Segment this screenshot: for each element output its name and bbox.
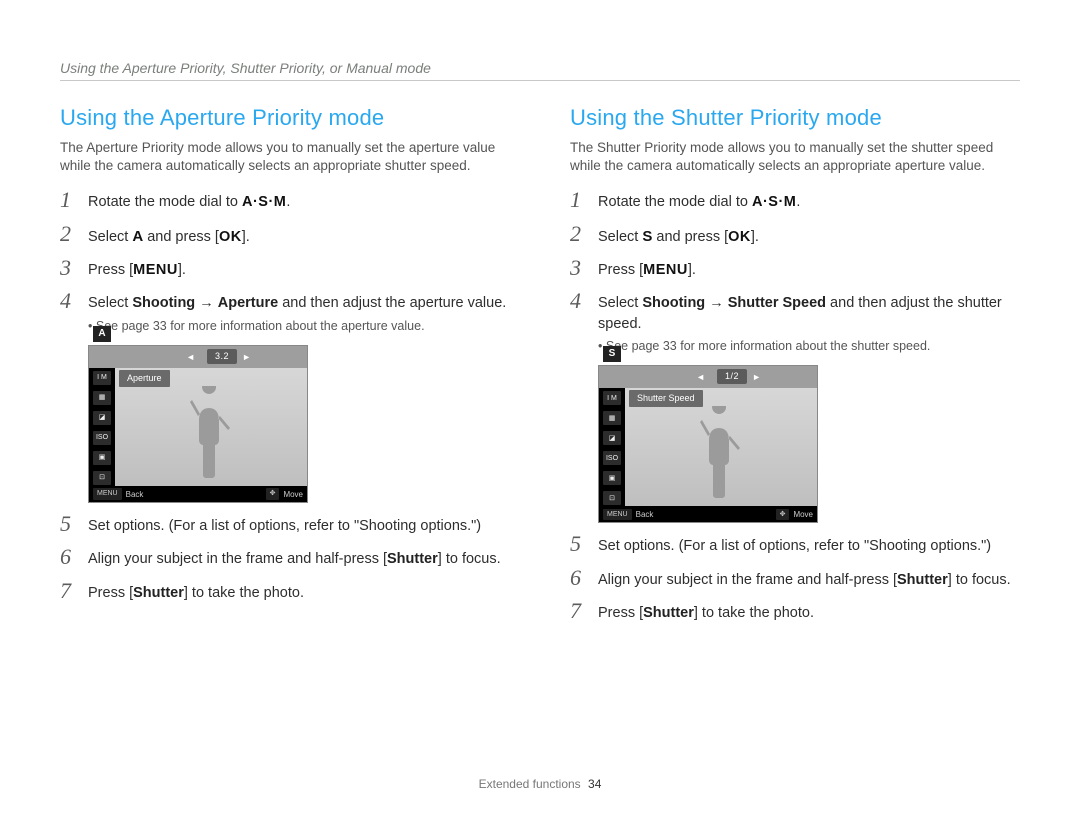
lcd-topbar: A ◄ 3.2 ► xyxy=(89,346,307,368)
step-text: Press [MENU]. xyxy=(88,257,510,280)
person-silhouette-icon xyxy=(694,406,744,506)
mode-a-icon: A xyxy=(132,226,143,247)
lcd-mock: A ◄ 3.2 ► I M▦◪ ISO▣⊡ Aperture xyxy=(88,345,308,503)
lcd-mock: S ◄ 1/2 ► I M▦◪ ISO▣⊡ Shutter Speed xyxy=(598,365,818,523)
lcd-bottombar: MENUBack ✥Move xyxy=(599,506,817,522)
step-text: Set options. (For a list of options, ref… xyxy=(88,513,510,536)
step-text: Select S and press [OK]. xyxy=(598,223,1020,247)
asm-icon: A·S·M xyxy=(752,192,796,212)
step-text: Select Shooting → Shutter Speed and then… xyxy=(598,290,1020,355)
step-text: Align your subject in the frame and half… xyxy=(598,567,1020,590)
step-number: 7 xyxy=(60,580,76,602)
page-footer: Extended functions 34 xyxy=(0,777,1080,791)
section-title: Using the Aperture Priority mode xyxy=(60,105,510,131)
section-intro: The Shutter Priority mode allows you to … xyxy=(570,139,1020,175)
breadcrumb: Using the Aperture Priority, Shutter Pri… xyxy=(60,60,1020,81)
footer-label: Extended functions xyxy=(479,777,581,791)
step-2: 2 Select A and press [OK]. xyxy=(60,223,510,247)
step-5: 5 Set options. (For a list of options, r… xyxy=(570,533,1020,556)
lcd-mode-icon: S xyxy=(603,346,621,362)
step-number: 1 xyxy=(60,189,76,211)
step-number: 6 xyxy=(570,567,586,589)
steps-list: 1 Rotate the mode dial to A·S·M. 2 Selec… xyxy=(60,189,510,603)
page-number: 34 xyxy=(588,777,601,791)
step-text: Set options. (For a list of options, ref… xyxy=(598,533,1020,556)
step-number: 3 xyxy=(570,257,586,279)
step-text: Rotate the mode dial to A·S·M. xyxy=(88,189,510,212)
step-4: 4 Select Shooting → Aperture and then ad… xyxy=(60,290,510,335)
menu-button-label: MENU xyxy=(643,262,688,278)
step-text: Select Shooting → Aperture and then adju… xyxy=(88,290,510,335)
menu-button-label: MENU xyxy=(133,262,178,278)
step-number: 6 xyxy=(60,546,76,568)
lcd-mode-icon: A xyxy=(93,326,111,342)
lcd-tag: Shutter Speed xyxy=(629,390,703,407)
step-7: 7 Press [Shutter] to take the photo. xyxy=(570,600,1020,623)
step-number: 5 xyxy=(570,533,586,555)
person-silhouette-icon xyxy=(184,386,234,486)
lcd-value: 3.2 xyxy=(207,349,237,364)
section-intro: The Aperture Priority mode allows you to… xyxy=(60,139,510,175)
lcd-preview-row: S ◄ 1/2 ► I M▦◪ ISO▣⊡ Shutter Speed xyxy=(570,365,1020,523)
step-7: 7 Press [Shutter] to take the photo. xyxy=(60,580,510,603)
lcd-main: I M▦◪ ISO▣⊡ Aperture xyxy=(89,368,307,486)
step-subnote: See page 33 for more information about t… xyxy=(598,338,1020,356)
step-number: 2 xyxy=(60,223,76,245)
step-number: 4 xyxy=(570,290,586,312)
lcd-value: 1/2 xyxy=(717,369,747,384)
step-subnote: See page 33 for more information about t… xyxy=(88,318,510,336)
lcd-main: I M▦◪ ISO▣⊡ Shutter Speed xyxy=(599,388,817,506)
steps-list: 1 Rotate the mode dial to A·S·M. 2 Selec… xyxy=(570,189,1020,623)
lcd-tag: Aperture xyxy=(119,370,170,387)
step-5: 5 Set options. (For a list of options, r… xyxy=(60,513,510,536)
step-6: 6 Align your subject in the frame and ha… xyxy=(570,567,1020,590)
step-6: 6 Align your subject in the frame and ha… xyxy=(60,546,510,569)
lcd-sidebar: I M▦◪ ISO▣⊡ xyxy=(89,368,115,486)
ok-button-label: OK xyxy=(219,229,242,245)
step-4: 4 Select Shooting → Shutter Speed and th… xyxy=(570,290,1020,355)
manual-page: Using the Aperture Priority, Shutter Pri… xyxy=(0,0,1080,633)
step-text: Press [MENU]. xyxy=(598,257,1020,280)
step-text: Press [Shutter] to take the photo. xyxy=(598,600,1020,623)
step-number: 5 xyxy=(60,513,76,535)
lcd-bottombar: MENUBack ✥Move xyxy=(89,486,307,502)
step-2: 2 Select S and press [OK]. xyxy=(570,223,1020,247)
step-number: 3 xyxy=(60,257,76,279)
lcd-topbar: S ◄ 1/2 ► xyxy=(599,366,817,388)
step-number: 4 xyxy=(60,290,76,312)
lcd-sidebar: I M▦◪ ISO▣⊡ xyxy=(599,388,625,506)
step-text: Select A and press [OK]. xyxy=(88,223,510,247)
step-text: Align your subject in the frame and half… xyxy=(88,546,510,569)
step-3: 3 Press [MENU]. xyxy=(570,257,1020,280)
step-3: 3 Press [MENU]. xyxy=(60,257,510,280)
step-1: 1 Rotate the mode dial to A·S·M. xyxy=(60,189,510,212)
step-text: Press [Shutter] to take the photo. xyxy=(88,580,510,603)
shutter-priority-section: Using the Shutter Priority mode The Shut… xyxy=(570,105,1020,633)
step-number: 7 xyxy=(570,600,586,622)
aperture-priority-section: Using the Aperture Priority mode The Ape… xyxy=(60,105,510,633)
asm-icon: A·S·M xyxy=(242,192,286,212)
step-text: Rotate the mode dial to A·S·M. xyxy=(598,189,1020,212)
mode-s-icon: S xyxy=(642,226,652,247)
step-number: 1 xyxy=(570,189,586,211)
ok-button-label: OK xyxy=(728,229,751,245)
two-column-layout: Using the Aperture Priority mode The Ape… xyxy=(60,105,1020,633)
step-1: 1 Rotate the mode dial to A·S·M. xyxy=(570,189,1020,212)
step-number: 2 xyxy=(570,223,586,245)
section-title: Using the Shutter Priority mode xyxy=(570,105,1020,131)
lcd-preview-row: A ◄ 3.2 ► I M▦◪ ISO▣⊡ Aperture xyxy=(60,345,510,503)
